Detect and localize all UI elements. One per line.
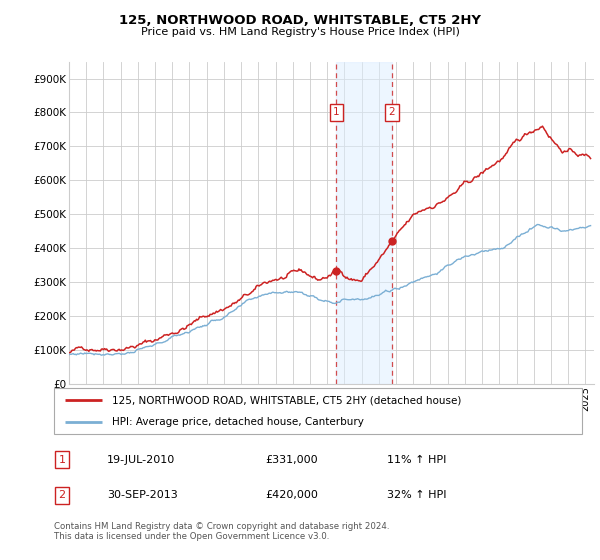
Text: 11% ↑ HPI: 11% ↑ HPI (386, 455, 446, 465)
Text: 1: 1 (58, 455, 65, 465)
Text: £420,000: £420,000 (265, 490, 318, 500)
Bar (337, 62, 392, 384)
Text: 32% ↑ HPI: 32% ↑ HPI (386, 490, 446, 500)
Text: HPI: Average price, detached house, Canterbury: HPI: Average price, detached house, Cant… (112, 417, 364, 427)
Text: 19-JUL-2010: 19-JUL-2010 (107, 455, 175, 465)
Text: £331,000: £331,000 (265, 455, 318, 465)
Text: 2: 2 (388, 108, 395, 118)
Text: 125, NORTHWOOD ROAD, WHITSTABLE, CT5 2HY (detached house): 125, NORTHWOOD ROAD, WHITSTABLE, CT5 2HY… (112, 395, 461, 405)
Text: Contains HM Land Registry data © Crown copyright and database right 2024.
This d: Contains HM Land Registry data © Crown c… (54, 522, 389, 542)
Text: 30-SEP-2013: 30-SEP-2013 (107, 490, 178, 500)
Text: 2: 2 (58, 490, 65, 500)
Text: 1: 1 (333, 108, 340, 118)
Text: Price paid vs. HM Land Registry's House Price Index (HPI): Price paid vs. HM Land Registry's House … (140, 27, 460, 37)
FancyBboxPatch shape (54, 388, 582, 434)
Text: 125, NORTHWOOD ROAD, WHITSTABLE, CT5 2HY: 125, NORTHWOOD ROAD, WHITSTABLE, CT5 2HY (119, 14, 481, 27)
